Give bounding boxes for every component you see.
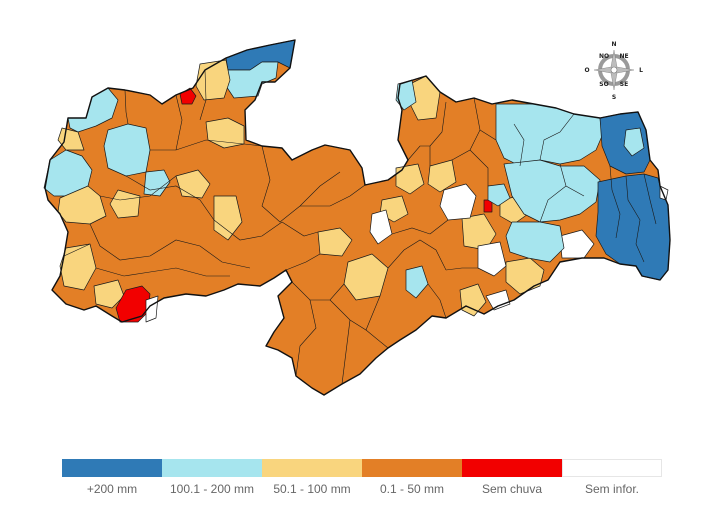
region-lb-e3 [505,221,565,263]
region-y-c6 [461,213,497,251]
legend-swatch [262,459,362,477]
region-y-c10 [427,159,457,193]
legend-label: Sem chuva [481,482,543,496]
region-nw-4 [143,169,171,197]
legend-label: 50.1 - 100 mm [273,482,351,496]
region-db-e2 [595,173,671,281]
compass-se-label: SE [620,81,628,88]
region-north-lb [225,61,279,99]
legend-swatch [62,459,162,477]
legend-swatch [162,459,262,477]
legend-swatch [462,459,562,477]
region-y-6 [213,195,243,241]
legend-item-sem-chuva: Sem chuva [462,459,562,504]
legend-label: Sem infor. [584,482,640,496]
legend-swatch [362,459,462,477]
legend-label: +200 mm [86,482,138,496]
municipal-borders [63,69,657,385]
compass-s-label: S [612,94,616,100]
region-y-9 [109,189,141,219]
legend-item-0-50: 0.1 - 50 mm [362,459,462,504]
compass-n-label: N [611,41,616,48]
map-legend: +200 mm 100.1 - 200 mm 50.1 - 100 mm 0.1… [62,459,662,504]
region-y-2 [57,127,85,151]
legend-item-sem-infor: Sem infor. [562,459,662,504]
state-map-svg [43,39,671,396]
region-white-c2 [369,209,393,245]
region-lb-c1 [405,265,429,299]
region-white-c3 [477,241,507,277]
region-nw-3 [43,149,93,197]
compass-no-label: NO [599,53,609,60]
region-y-8 [93,279,125,309]
region-lb-c3 [487,183,511,207]
region-y-c4 [395,163,425,195]
region-white-c4 [485,289,511,311]
compass-so-label: SO [599,81,608,88]
compass-rose: N S L O NE NO SE SO [584,40,644,100]
state-outline [44,39,671,396]
region-lb-e2 [503,159,601,223]
compass-l-label: L [639,67,643,74]
legend-item-over-200: +200 mm [62,459,162,504]
region-y-c1 [317,227,353,257]
compass-icon: N S L O NE NO SE SO [584,41,643,100]
region-white-c1 [439,183,477,221]
region-red-sw [115,285,151,323]
region-lb-e4 [623,127,645,157]
legend-item-50-100: 50.1 - 100 mm [262,459,362,504]
legend-swatch [562,459,662,477]
legend-label: 0.1 - 50 mm [379,482,445,496]
legend-item-100-200: 100.1 - 200 mm [162,459,262,504]
legend-label: 100.1 - 200 mm [169,482,255,496]
compass-o-label: O [584,67,589,74]
rainfall-map [43,39,671,396]
region-nw-2 [103,123,151,177]
compass-ne-label: NE [619,53,628,60]
region-white-e1 [559,229,595,259]
region-y-c7 [459,283,487,317]
